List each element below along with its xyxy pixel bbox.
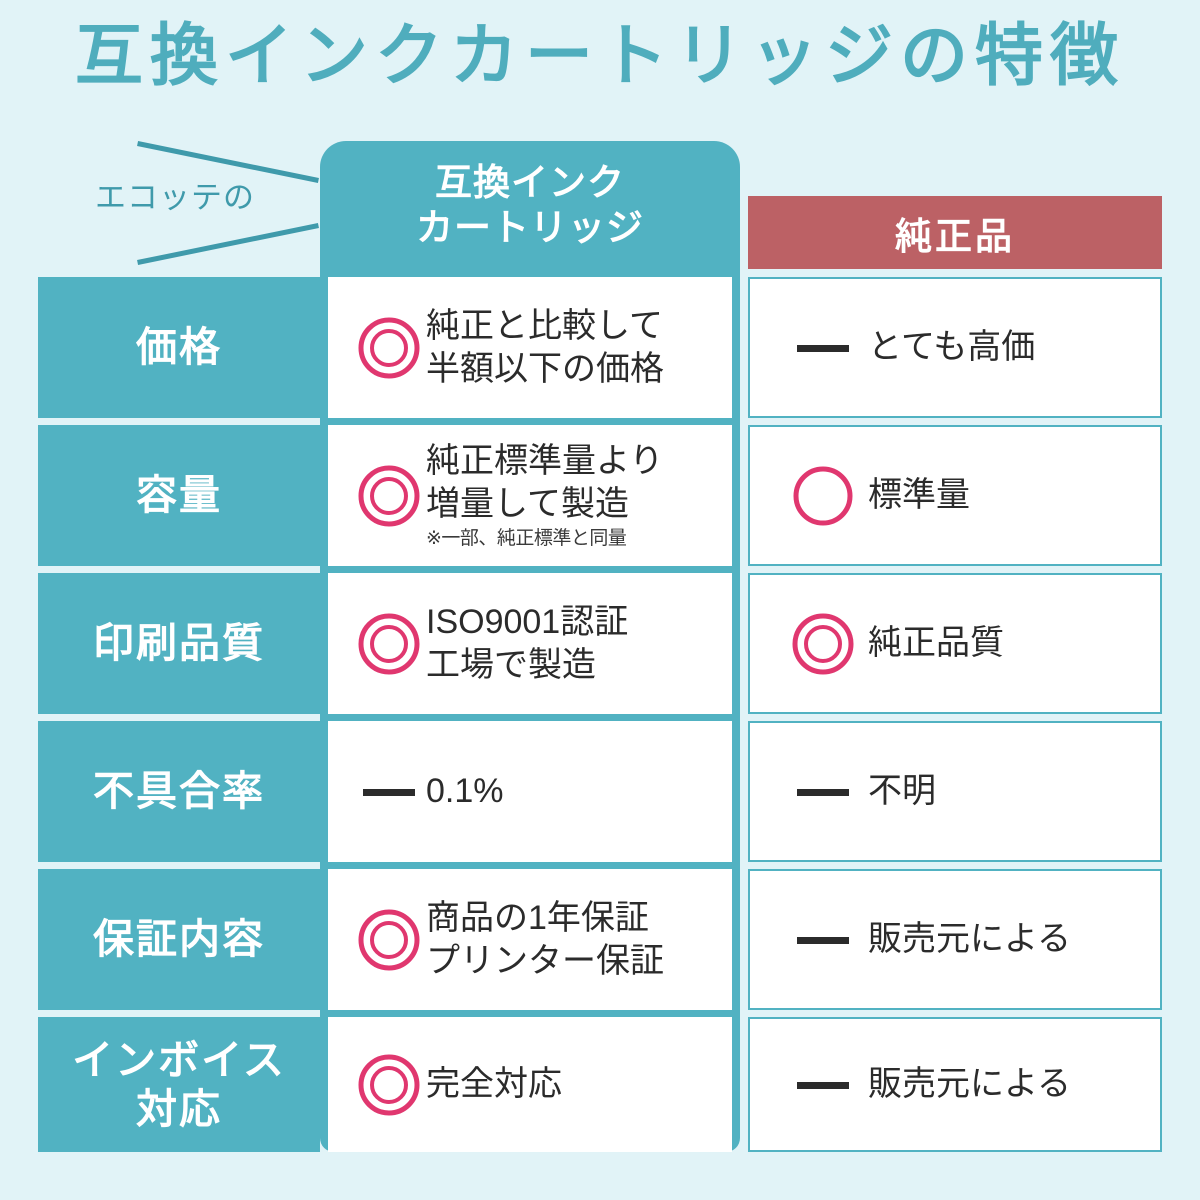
cell-genuine-price: とても高価 — [748, 277, 1162, 418]
double-circle-icon — [786, 607, 860, 681]
cell-text: 標準量 — [868, 474, 970, 517]
row-label-text: 価格 — [136, 324, 222, 371]
cell-compatible-defect-rate: 0.1% — [328, 721, 732, 862]
cell-compatible-price: 純正と比較して 半額以下の価格 — [328, 277, 732, 418]
row-label-text: 不具合率 — [93, 768, 265, 815]
single-circle-icon — [786, 459, 860, 533]
cell-line1: 純正標準量より — [426, 442, 664, 481]
cell-line1: 販売元による — [868, 1065, 1071, 1104]
column-header-genuine: 純正品 — [748, 196, 1162, 269]
row-label-capacity: 容量 — [38, 425, 320, 566]
row-label-defect-rate: 不具合率 — [38, 721, 320, 862]
cell-line1: 純正品質 — [868, 624, 1004, 663]
cell-text: 純正と比較して 半額以下の価格 — [426, 305, 664, 391]
cell-line2: プリンター保証 — [426, 941, 664, 980]
cell-line1: 0.1% — [426, 772, 504, 811]
cell-genuine-defect-rate: 不明 — [748, 721, 1162, 862]
double-circle-icon — [352, 1048, 426, 1122]
cell-line1: ISO9001認証 — [426, 602, 629, 641]
dash-icon — [786, 903, 860, 977]
row-label-text: 保証内容 — [93, 916, 265, 963]
double-circle-icon — [352, 607, 426, 681]
row-label-invoice-support: インボイス 対応 — [38, 1017, 320, 1152]
double-circle-icon — [352, 311, 426, 385]
cell-text: 完全対応 — [426, 1063, 562, 1106]
dash-icon — [786, 755, 860, 829]
cell-text: 不明 — [868, 770, 936, 813]
cell-text: 純正標準量より 増量して製造 ※一部、純正標準と同量 — [426, 440, 663, 550]
cell-line2: 工場で製造 — [426, 645, 596, 684]
cell-text: 商品の1年保証 プリンター保証 — [426, 897, 664, 983]
brand-tag-label: エコッテの — [95, 180, 255, 215]
cell-text: 純正品質 — [868, 622, 1004, 665]
cell-genuine-print-quality: 純正品質 — [748, 573, 1162, 714]
cell-line1: 不明 — [868, 772, 936, 811]
cell-genuine-capacity: 標準量 — [748, 425, 1162, 566]
column-header-compatible: 互換インク カートリッジ — [320, 141, 740, 269]
dash-icon — [786, 1048, 860, 1122]
row-label-warranty: 保証内容 — [38, 869, 320, 1010]
row-label-text: 容量 — [136, 472, 222, 519]
cell-genuine-invoice-support: 販売元による — [748, 1017, 1162, 1152]
dash-icon — [786, 311, 860, 385]
cell-text: 0.1% — [426, 770, 504, 813]
row-label-text: 印刷品質 — [93, 620, 265, 667]
cell-genuine-warranty: 販売元による — [748, 869, 1162, 1010]
cell-line2: 半額以下の価格 — [426, 349, 664, 388]
cell-text: とても高価 — [868, 326, 1035, 369]
cell-text: 販売元による — [868, 918, 1071, 961]
column-header-compatible-line2: カートリッジ — [416, 207, 644, 248]
dash-icon — [352, 755, 426, 829]
cell-line1: 純正と比較して — [426, 306, 663, 345]
column-header-compatible-line1: 互換インク — [435, 161, 625, 203]
cell-compatible-print-quality: ISO9001認証 工場で製造 — [328, 573, 732, 714]
cell-line1: 完全対応 — [426, 1065, 562, 1104]
cell-text: 販売元による — [868, 1063, 1071, 1106]
row-label-text-line2: 対応 — [136, 1085, 222, 1132]
double-circle-icon — [352, 903, 426, 977]
row-label-price: 価格 — [38, 277, 320, 418]
cell-line1: 商品の1年保証 — [426, 898, 649, 937]
cell-text: ISO9001認証 工場で製造 — [426, 601, 628, 687]
double-circle-icon — [352, 459, 426, 533]
page-title: 互換インクカートリッジの特徴 — [74, 18, 1125, 94]
cell-line1: 販売元による — [868, 920, 1071, 959]
cell-line1: 標準量 — [868, 476, 970, 515]
cell-compatible-invoice-support: 完全対応 — [328, 1017, 732, 1152]
cell-compatible-capacity: 純正標準量より 増量して製造 ※一部、純正標準と同量 — [328, 425, 732, 566]
cell-line2: 増量して製造 — [426, 485, 629, 524]
cell-line1: とても高価 — [868, 328, 1036, 367]
cell-compatible-warranty: 商品の1年保証 プリンター保証 — [328, 869, 732, 1010]
cell-note: ※一部、純正標準と同量 — [426, 527, 627, 549]
row-label-text: インボイス — [72, 1037, 286, 1084]
row-label-print-quality: 印刷品質 — [38, 573, 320, 714]
